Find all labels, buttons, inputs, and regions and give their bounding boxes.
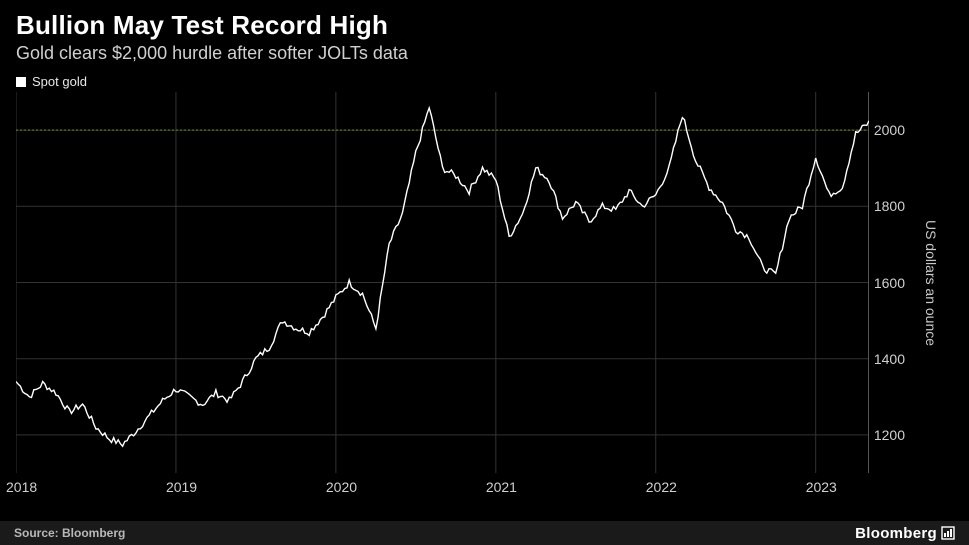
y-tick: 2000 [874,122,905,138]
y-tick: 1200 [874,427,905,443]
y-tick: 1400 [874,351,905,367]
brand-logo: Bloomberg [855,525,955,542]
x-tick: 2019 [166,479,197,495]
source-text: Source: Bloomberg [14,526,125,540]
y-axis-label: US dollars an ounce [923,219,939,345]
x-axis: 201820192020202120222023 [16,477,869,501]
y-axis-label-container: US dollars an ounce [909,92,953,473]
legend-marker-icon [16,77,26,87]
x-tick: 2018 [6,479,37,495]
y-tick: 1600 [874,275,905,291]
chart-title: Bullion May Test Record High [16,10,953,41]
x-tick: 2020 [326,479,357,495]
brand-text: Bloomberg [855,525,937,542]
plot [16,92,869,473]
chart-subtitle: Gold clears $2,000 hurdle after softer J… [16,43,953,64]
y-tick: 1800 [874,198,905,214]
y-axis: 1200 1400 1600 1800 2000 [869,92,905,473]
legend-label: Spot gold [32,74,87,89]
legend: Spot gold [0,68,969,89]
x-tick: 2022 [646,479,677,495]
x-tick: 2023 [806,479,837,495]
x-tick: 2021 [486,479,517,495]
bloomberg-icon [941,526,955,540]
footer: Source: Bloomberg Bloomberg [0,521,969,545]
chart-area: 1200 1400 1600 1800 2000 US dollars an ounce… [16,92,953,501]
